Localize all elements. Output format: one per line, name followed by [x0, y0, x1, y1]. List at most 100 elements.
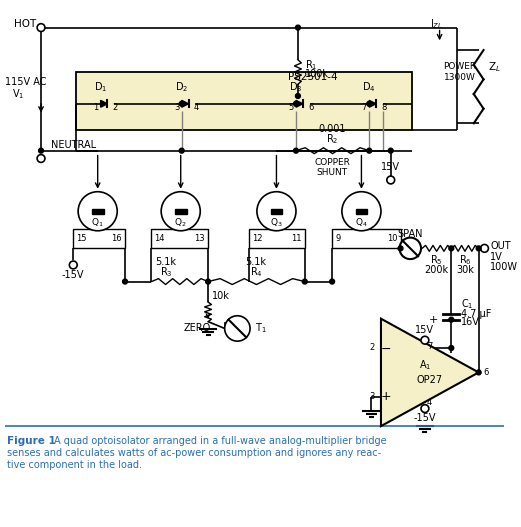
Circle shape [449, 346, 454, 350]
Circle shape [295, 93, 301, 99]
Text: R$_4$: R$_4$ [250, 265, 263, 279]
Text: 3: 3 [174, 103, 180, 112]
Text: 1300W: 1300W [443, 73, 475, 82]
Polygon shape [381, 319, 479, 426]
Text: 12: 12 [252, 234, 263, 243]
Circle shape [367, 101, 371, 106]
Text: V$_1$: V$_1$ [11, 87, 24, 101]
Text: 4: 4 [194, 103, 199, 112]
Text: A quad optoisolator arranged in a full-wave analog-multiplier bridge: A quad optoisolator arranged in a full-w… [54, 436, 387, 446]
Circle shape [225, 316, 250, 341]
Text: 14: 14 [154, 234, 165, 243]
Text: 16: 16 [111, 234, 122, 243]
Bar [92, 209, 104, 214]
Text: 200k: 200k [425, 265, 449, 275]
Circle shape [39, 148, 43, 153]
Text: 0.001: 0.001 [318, 124, 346, 134]
Text: OUT: OUT [490, 241, 511, 251]
Text: C$_1$: C$_1$ [461, 297, 474, 311]
Circle shape [69, 261, 77, 269]
Text: 7: 7 [427, 341, 432, 350]
Text: R$_6$: R$_6$ [458, 253, 472, 267]
Text: 2: 2 [113, 103, 118, 112]
Text: 10: 10 [387, 234, 398, 243]
Text: Figure 1: Figure 1 [7, 436, 56, 446]
Text: D$_3$: D$_3$ [289, 80, 303, 94]
Text: D$_2$: D$_2$ [175, 80, 188, 94]
Text: tive component in the load.: tive component in the load. [7, 460, 142, 470]
Circle shape [476, 370, 481, 375]
Text: SHUNT: SHUNT [317, 168, 348, 177]
Text: +: + [429, 315, 439, 325]
Text: senses and calculates watts of ac-power consumption and ignores any reac-: senses and calculates watts of ac-power … [7, 448, 381, 458]
Text: 15V: 15V [381, 162, 400, 172]
Text: +: + [380, 391, 391, 403]
Circle shape [480, 245, 488, 252]
Text: 100k: 100k [305, 70, 329, 80]
Circle shape [476, 246, 481, 251]
Text: Q$_4$: Q$_4$ [355, 217, 368, 229]
Polygon shape [369, 100, 376, 107]
Polygon shape [182, 100, 189, 107]
Text: 6: 6 [483, 368, 489, 377]
Text: 10k: 10k [212, 291, 230, 301]
Text: 30k: 30k [456, 265, 474, 275]
Text: 4: 4 [427, 398, 432, 407]
Circle shape [295, 25, 301, 30]
Text: SPAN: SPAN [398, 229, 423, 239]
Text: R$_1$: R$_1$ [305, 58, 317, 72]
Text: COPPER: COPPER [314, 158, 350, 167]
Text: 100W: 100W [490, 262, 518, 272]
FancyBboxPatch shape [332, 229, 401, 248]
Text: 15V: 15V [415, 325, 435, 335]
Text: 5: 5 [289, 103, 294, 112]
Circle shape [387, 176, 394, 184]
Circle shape [367, 148, 371, 153]
Text: 7: 7 [362, 103, 367, 112]
Text: R$_5$: R$_5$ [430, 253, 443, 267]
Text: $-$: $-$ [380, 341, 391, 355]
Text: A$_1$: A$_1$ [419, 358, 431, 372]
Text: NEUTRAL: NEUTRAL [51, 140, 96, 150]
Text: -15V: -15V [62, 270, 84, 280]
Text: 6: 6 [308, 103, 313, 112]
Circle shape [179, 148, 184, 153]
Bar [175, 209, 187, 214]
FancyBboxPatch shape [249, 229, 305, 248]
Bar [355, 209, 367, 214]
Polygon shape [101, 100, 107, 107]
Text: 115V AC: 115V AC [5, 77, 46, 87]
Circle shape [302, 279, 307, 284]
Text: Q$_3$: Q$_3$ [270, 217, 283, 229]
Circle shape [330, 279, 334, 284]
Text: PS2501-4: PS2501-4 [288, 72, 338, 82]
Text: R$_3$: R$_3$ [160, 265, 172, 279]
Circle shape [421, 336, 429, 344]
Text: OP27: OP27 [417, 375, 443, 385]
FancyBboxPatch shape [152, 229, 208, 248]
Text: D$_1$: D$_1$ [94, 80, 107, 94]
Text: D$_4$: D$_4$ [363, 80, 376, 94]
Circle shape [293, 148, 299, 153]
Circle shape [400, 238, 421, 259]
Text: ZERO: ZERO [183, 324, 211, 334]
Text: Z$_L$: Z$_L$ [488, 60, 501, 74]
Circle shape [449, 246, 454, 251]
FancyBboxPatch shape [76, 72, 412, 130]
Text: POWER: POWER [443, 62, 477, 71]
Circle shape [161, 192, 200, 231]
Circle shape [398, 246, 403, 251]
Text: 8: 8 [381, 103, 387, 112]
Text: 13: 13 [194, 234, 205, 243]
Text: 4.7 µF: 4.7 µF [461, 309, 491, 319]
FancyBboxPatch shape [73, 229, 125, 248]
Polygon shape [296, 100, 303, 107]
Circle shape [257, 192, 296, 231]
Text: T$_1$: T$_1$ [255, 321, 267, 335]
Text: 1: 1 [93, 103, 98, 112]
Circle shape [388, 148, 393, 153]
Text: 1V: 1V [490, 252, 503, 262]
Text: 9: 9 [335, 234, 340, 243]
Text: 5.1k: 5.1k [156, 257, 177, 267]
Text: Q$_2$: Q$_2$ [175, 217, 187, 229]
